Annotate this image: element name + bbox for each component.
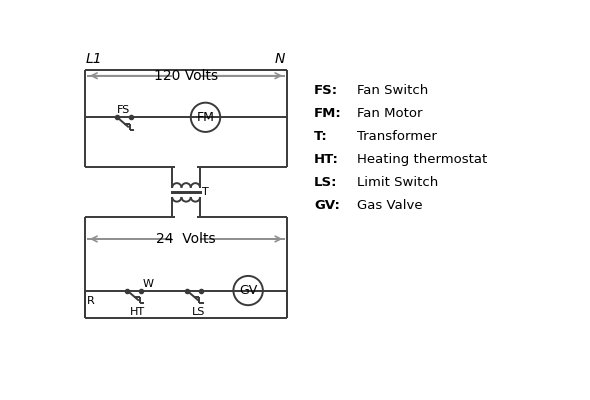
- Text: T:: T:: [314, 130, 328, 143]
- Text: Gas Valve: Gas Valve: [356, 199, 422, 212]
- Text: 24  Volts: 24 Volts: [156, 232, 216, 246]
- Text: Fan Motor: Fan Motor: [356, 107, 422, 120]
- Text: FM:: FM:: [314, 107, 342, 120]
- Text: Transformer: Transformer: [356, 130, 437, 143]
- Text: GV:: GV:: [314, 199, 340, 212]
- Text: Heating thermostat: Heating thermostat: [356, 153, 487, 166]
- Text: FS: FS: [117, 105, 130, 115]
- Text: Limit Switch: Limit Switch: [356, 176, 438, 189]
- Text: FS:: FS:: [314, 84, 338, 97]
- Text: HT: HT: [130, 307, 146, 317]
- Text: L1: L1: [86, 52, 102, 66]
- Text: LS:: LS:: [314, 176, 337, 189]
- Text: GV: GV: [239, 284, 257, 297]
- Text: N: N: [275, 52, 286, 66]
- Text: Fan Switch: Fan Switch: [356, 84, 428, 97]
- Text: FM: FM: [196, 111, 214, 124]
- Text: R: R: [87, 296, 94, 306]
- Text: W: W: [143, 279, 154, 289]
- Text: LS: LS: [192, 307, 206, 317]
- Text: 120 Volts: 120 Volts: [154, 69, 218, 83]
- Text: HT:: HT:: [314, 153, 339, 166]
- Text: T: T: [202, 187, 208, 197]
